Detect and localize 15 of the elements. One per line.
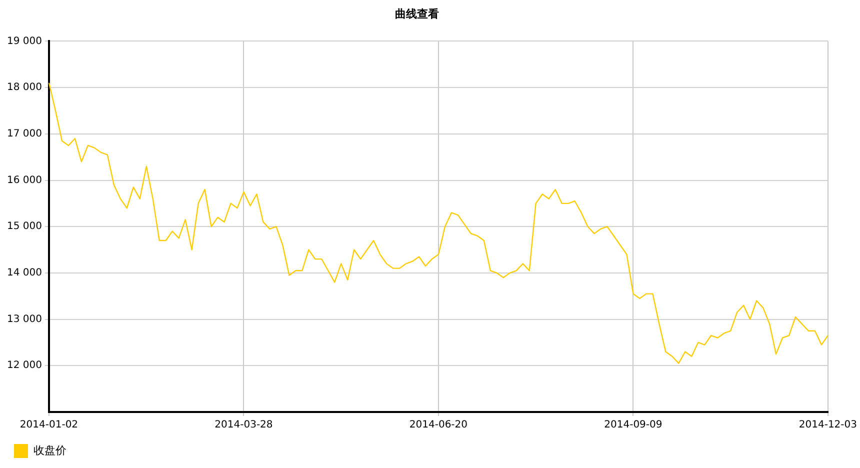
x-tick-label: 2014-12-03 [798, 420, 858, 431]
legend-label: 收盘价 [34, 444, 66, 457]
x-tick-label: 2014-09-09 [604, 420, 662, 431]
y-tick-label: 18 000 [6, 82, 42, 94]
y-tick-label: 14 000 [6, 268, 42, 279]
x-tick-label: 2014-06-20 [409, 420, 468, 431]
y-tick-label: 19 000 [6, 36, 42, 47]
y-tick-label: 12 000 [6, 360, 42, 372]
y-tick-label: 16 000 [6, 174, 42, 186]
x-tick-label: 2014-03-28 [214, 420, 273, 431]
y-tick-label: 17 000 [6, 128, 42, 140]
chart-title: 曲线查看 [395, 7, 439, 20]
y-tick-label: 15 000 [6, 221, 42, 232]
x-tick-label: 2014-01-02 [20, 420, 78, 431]
y-tick-label: 13 000 [6, 314, 42, 325]
